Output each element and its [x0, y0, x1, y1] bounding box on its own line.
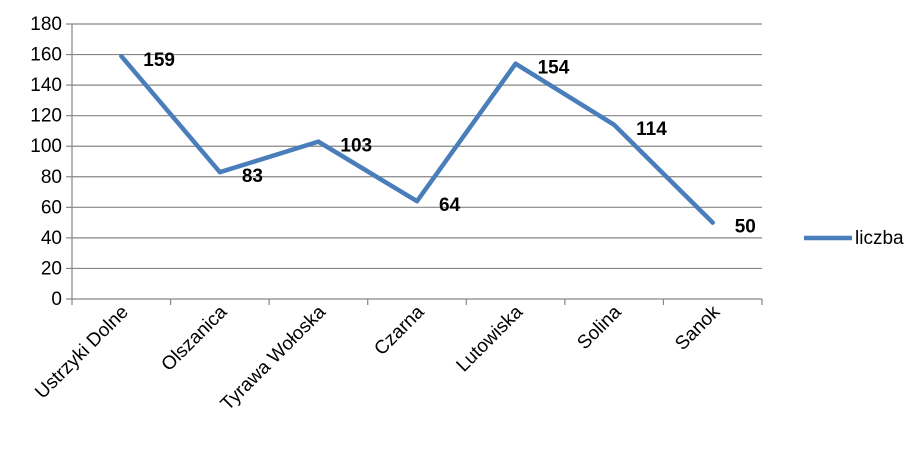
data-label: 50 [735, 217, 756, 238]
y-tick-label: 20 [41, 258, 62, 279]
y-tick-label: 40 [41, 228, 62, 249]
data-label: 159 [143, 50, 175, 71]
x-tick-label: Czarna [370, 301, 428, 359]
y-tick-label: 180 [30, 14, 62, 35]
data-label: 64 [439, 195, 461, 216]
legend-label: liczba [855, 228, 904, 249]
series-line [119, 53, 715, 225]
y-tick-label: 140 [30, 75, 62, 96]
x-tick-label: Olszanica [158, 301, 232, 375]
x-tick-label: Lutowiska [453, 301, 528, 376]
y-tick-label: 120 [30, 106, 62, 127]
y-tick-label: 160 [30, 45, 62, 66]
data-label: 114 [636, 119, 667, 140]
x-tick-label: Solina [573, 301, 626, 354]
data-label: 83 [242, 166, 263, 187]
data-label: 154 [538, 58, 570, 79]
x-tick-label: Ustrzyki Dolne [31, 302, 132, 403]
axes [66, 23, 763, 305]
y-tick-label: 100 [30, 136, 62, 157]
y-tick-label: 0 [51, 289, 62, 310]
y-tick-label: 80 [41, 167, 62, 188]
y-tick-label: 60 [41, 197, 62, 218]
data-labels: 159 83 103 64 154 114 50 [143, 50, 756, 238]
gridlines [72, 23, 762, 270]
x-tick-label: Tyrawa Wołoska [217, 301, 330, 414]
x-tick-label: Sanok [671, 301, 724, 354]
legend: liczba [804, 228, 904, 249]
data-label: 103 [340, 136, 372, 157]
series-lines [119, 53, 715, 225]
y-tick-labels: 0 20 40 60 80 100 120 140 160 180 [30, 14, 62, 310]
